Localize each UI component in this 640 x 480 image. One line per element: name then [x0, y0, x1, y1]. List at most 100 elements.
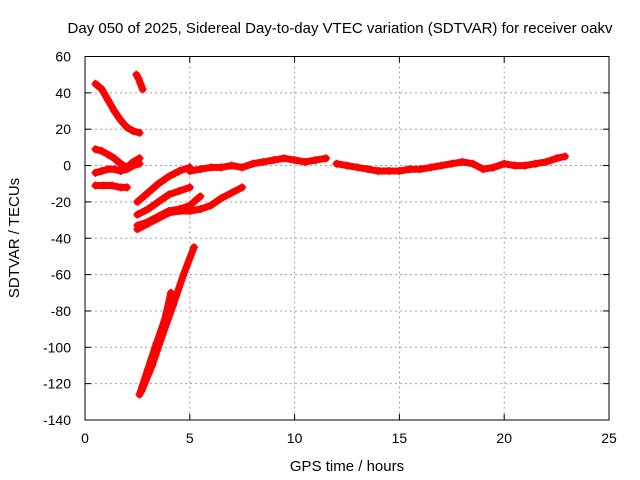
data-point — [154, 214, 163, 223]
y-tick-label: 20 — [55, 121, 71, 137]
y-tick-label: -20 — [51, 194, 71, 210]
series-track-k — [137, 243, 198, 395]
data-point — [129, 161, 138, 170]
series-track-d — [91, 159, 144, 177]
y-axis-label: SDTVAR / TECUs — [6, 178, 23, 298]
data-point — [133, 225, 142, 234]
series-track-g — [133, 183, 194, 219]
y-tick-label: 0 — [63, 158, 71, 174]
data-point — [426, 163, 435, 172]
data-point — [129, 127, 138, 136]
data-point — [143, 188, 152, 197]
data-point — [363, 165, 372, 174]
data-point — [185, 183, 194, 192]
data-point — [269, 156, 278, 165]
data-point — [489, 163, 498, 172]
chart-title: Day 050 of 2025, Sidereal Day-to-day VTE… — [68, 20, 613, 37]
data-point — [353, 163, 362, 172]
data-point — [238, 183, 247, 192]
data-point — [169, 301, 178, 310]
y-tick-label: -100 — [43, 339, 71, 355]
y-tick-label: 40 — [55, 85, 71, 101]
data-point — [175, 167, 184, 176]
data-point — [116, 159, 125, 168]
data-point — [542, 157, 551, 166]
series-track-e — [91, 181, 131, 192]
data-point — [104, 150, 113, 159]
data-point — [179, 270, 188, 279]
data-point — [154, 197, 163, 206]
data-point — [110, 165, 119, 174]
data-point — [91, 168, 100, 177]
data-point — [133, 197, 142, 206]
data-point — [552, 154, 561, 163]
data-point — [206, 163, 215, 172]
data-point — [560, 152, 569, 161]
y-tick-label: 60 — [55, 49, 71, 65]
data-point — [166, 288, 175, 297]
data-point — [122, 183, 131, 192]
data-point — [374, 167, 383, 176]
data-point — [301, 157, 310, 166]
data-point — [116, 116, 125, 125]
grid-lines — [85, 56, 609, 420]
data-point — [143, 205, 152, 214]
series-track-l — [185, 154, 331, 176]
y-tick-label: -80 — [51, 303, 71, 319]
data-point — [135, 128, 144, 137]
series-track-b — [132, 70, 147, 94]
y-tick-label: -60 — [51, 267, 71, 283]
y-tick-label: -120 — [43, 376, 71, 392]
data-point — [122, 123, 131, 132]
data-point — [91, 145, 100, 154]
x-tick-label: 10 — [287, 430, 303, 446]
data-point — [280, 154, 289, 163]
data-point — [97, 147, 106, 156]
x-tick-label: 0 — [81, 430, 89, 446]
data-point — [384, 167, 393, 176]
data-point — [196, 205, 205, 214]
data-point — [110, 107, 119, 116]
data-point — [343, 161, 351, 170]
data-point — [206, 201, 215, 210]
data-point — [138, 85, 147, 94]
axis-ticks: 0 5 10 15 20 25 60 40 20 0 -20 -40 -60 -80 -100 -120 -14… — [43, 49, 617, 447]
data-point — [458, 157, 467, 166]
data-point — [104, 96, 113, 105]
data-point — [97, 167, 106, 176]
series-trace — [138, 243, 198, 395]
data-point — [164, 190, 173, 199]
data-point — [122, 165, 131, 174]
data-point — [148, 361, 157, 370]
data-point — [447, 159, 456, 168]
data-point — [332, 159, 341, 168]
data-point — [500, 159, 509, 168]
data-point — [116, 167, 125, 176]
data-point — [185, 167, 194, 176]
x-axis-label: GPS time / hours — [290, 458, 404, 475]
data-point — [97, 85, 106, 94]
x-tick-label: 20 — [496, 430, 512, 446]
data-point — [521, 161, 530, 170]
data-point — [189, 243, 198, 252]
x-tick-label: 25 — [601, 430, 617, 446]
data-point — [395, 167, 404, 176]
series-track-j — [135, 288, 175, 399]
data-point — [531, 159, 540, 168]
data-point — [136, 79, 145, 88]
data-point — [217, 163, 226, 172]
data-point — [322, 154, 331, 163]
data-point — [143, 219, 152, 228]
data-point — [154, 179, 163, 188]
data-points — [91, 70, 569, 399]
y-tick-label: -40 — [51, 230, 71, 246]
data-point — [238, 163, 247, 172]
data-point — [227, 161, 236, 170]
data-point — [248, 159, 257, 168]
data-point — [134, 74, 143, 83]
data-point — [164, 208, 173, 217]
data-point — [158, 330, 167, 339]
data-point — [175, 206, 184, 215]
series-track-m — [332, 152, 569, 176]
